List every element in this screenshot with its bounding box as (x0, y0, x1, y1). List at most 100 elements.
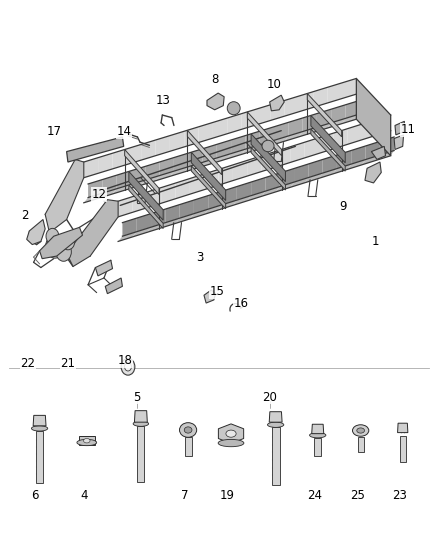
Ellipse shape (84, 439, 90, 443)
Ellipse shape (310, 433, 326, 438)
Polygon shape (132, 192, 147, 212)
Polygon shape (317, 109, 331, 127)
Polygon shape (294, 164, 308, 182)
Polygon shape (247, 112, 282, 156)
Polygon shape (45, 159, 84, 232)
Polygon shape (251, 134, 286, 182)
Polygon shape (98, 153, 113, 173)
Polygon shape (27, 220, 45, 245)
Text: 4: 4 (80, 489, 88, 502)
Polygon shape (371, 147, 385, 159)
Text: 9: 9 (340, 200, 347, 213)
Text: 7: 7 (181, 489, 188, 502)
Circle shape (56, 243, 71, 261)
Text: 20: 20 (262, 391, 277, 403)
Polygon shape (176, 179, 190, 199)
Text: 19: 19 (220, 489, 235, 502)
Ellipse shape (227, 102, 240, 115)
Polygon shape (276, 182, 294, 192)
Polygon shape (105, 278, 123, 294)
Polygon shape (311, 129, 345, 171)
Polygon shape (79, 436, 95, 445)
Polygon shape (198, 158, 217, 167)
Text: 23: 23 (392, 489, 407, 502)
Polygon shape (348, 124, 362, 144)
Polygon shape (147, 188, 161, 208)
Polygon shape (127, 180, 145, 190)
Polygon shape (33, 415, 46, 426)
Polygon shape (313, 87, 328, 107)
Polygon shape (333, 128, 348, 149)
Polygon shape (395, 122, 404, 135)
Polygon shape (299, 127, 317, 137)
Text: 1: 1 (372, 235, 379, 248)
Text: 12: 12 (91, 188, 106, 201)
Polygon shape (184, 163, 202, 172)
Ellipse shape (32, 426, 48, 431)
Polygon shape (366, 141, 380, 159)
Polygon shape (191, 166, 226, 209)
Polygon shape (129, 185, 163, 229)
Circle shape (121, 358, 135, 375)
Polygon shape (117, 171, 131, 189)
Text: 16: 16 (234, 296, 249, 310)
Circle shape (46, 228, 59, 244)
Polygon shape (319, 168, 337, 179)
Polygon shape (134, 410, 147, 422)
Text: 11: 11 (400, 123, 415, 136)
Polygon shape (256, 105, 270, 125)
Polygon shape (299, 92, 313, 112)
Polygon shape (346, 100, 360, 118)
Polygon shape (219, 200, 237, 210)
Polygon shape (185, 437, 191, 456)
Polygon shape (198, 123, 213, 142)
Polygon shape (314, 438, 321, 456)
Polygon shape (261, 187, 280, 196)
Polygon shape (237, 182, 251, 200)
Circle shape (124, 362, 131, 371)
Polygon shape (365, 162, 381, 183)
Polygon shape (190, 174, 204, 194)
Polygon shape (174, 153, 188, 171)
Polygon shape (337, 150, 351, 168)
Polygon shape (311, 116, 345, 163)
Polygon shape (213, 118, 227, 138)
Text: 15: 15 (209, 285, 224, 298)
Polygon shape (400, 436, 406, 463)
Polygon shape (125, 149, 159, 195)
Polygon shape (118, 197, 132, 217)
Polygon shape (233, 160, 247, 181)
Polygon shape (357, 78, 391, 156)
Polygon shape (207, 93, 224, 110)
Polygon shape (161, 218, 180, 228)
Polygon shape (251, 177, 265, 196)
Polygon shape (270, 95, 284, 111)
Polygon shape (251, 148, 286, 190)
Ellipse shape (268, 422, 284, 427)
Text: 25: 25 (350, 489, 365, 502)
Polygon shape (155, 135, 170, 156)
Polygon shape (145, 162, 159, 180)
Polygon shape (180, 200, 194, 218)
Polygon shape (242, 109, 256, 130)
Polygon shape (161, 183, 176, 203)
Polygon shape (159, 158, 174, 175)
Text: 24: 24 (307, 489, 322, 502)
Polygon shape (290, 142, 304, 163)
Polygon shape (272, 427, 279, 485)
Polygon shape (67, 137, 124, 162)
Polygon shape (137, 214, 151, 232)
Text: 3: 3 (196, 251, 203, 264)
Polygon shape (276, 147, 290, 167)
Polygon shape (132, 227, 151, 237)
Ellipse shape (180, 423, 197, 437)
Polygon shape (307, 93, 342, 137)
Ellipse shape (77, 439, 97, 446)
Polygon shape (176, 214, 194, 223)
Polygon shape (36, 431, 43, 483)
Text: 14: 14 (116, 125, 131, 138)
Polygon shape (351, 146, 366, 164)
Polygon shape (288, 118, 303, 136)
Text: 6: 6 (32, 489, 39, 502)
Circle shape (61, 233, 75, 250)
